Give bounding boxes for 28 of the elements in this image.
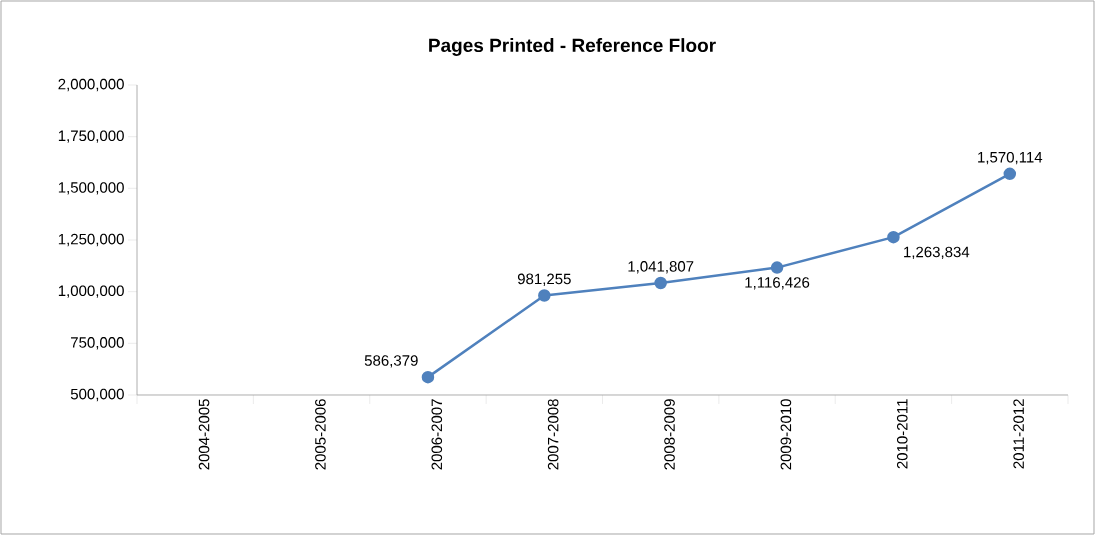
y-tick-label: 1,500,000 bbox=[58, 182, 124, 195]
x-tick-label: 2011-2012 bbox=[1013, 399, 1024, 469]
x-tick-label: 2004-2005 bbox=[198, 399, 210, 470]
data-label: 1,263,834 bbox=[904, 246, 970, 260]
x-tick-label: 2005-2006 bbox=[315, 399, 326, 470]
data-label: 1,116,426 bbox=[745, 277, 810, 290]
y-tick-label: 1,750,000 bbox=[58, 130, 124, 143]
data-label: 1,570,114 bbox=[978, 151, 1043, 165]
data-label: 981,255 bbox=[517, 273, 571, 286]
point bbox=[887, 230, 900, 244]
y-tick-label: 1,000,000 bbox=[58, 285, 124, 298]
y-tick-label: 500,000 bbox=[70, 388, 124, 402]
point bbox=[1003, 167, 1017, 181]
point bbox=[538, 289, 551, 302]
point bbox=[421, 370, 435, 384]
x-tick-label: 2010-2011 bbox=[896, 399, 908, 469]
y-tick-label: 750,000 bbox=[71, 337, 124, 350]
x-tick-label: 2006-2007 bbox=[431, 399, 443, 470]
x-tick-label: 2009-2010 bbox=[780, 399, 792, 470]
data-label: 586,379 bbox=[364, 355, 418, 368]
point bbox=[770, 261, 784, 274]
point bbox=[654, 276, 667, 290]
y-tick-label: 1,250,000 bbox=[58, 233, 124, 247]
x-tick-label: 2008-2009 bbox=[664, 399, 675, 470]
chart-title: Pages Printed - Reference Floor bbox=[429, 38, 716, 56]
x-tick-label: 2007-2008 bbox=[547, 399, 559, 470]
data-label: 1,041,807 bbox=[628, 261, 694, 274]
y-tick-label: 2,000,000 bbox=[58, 78, 124, 92]
